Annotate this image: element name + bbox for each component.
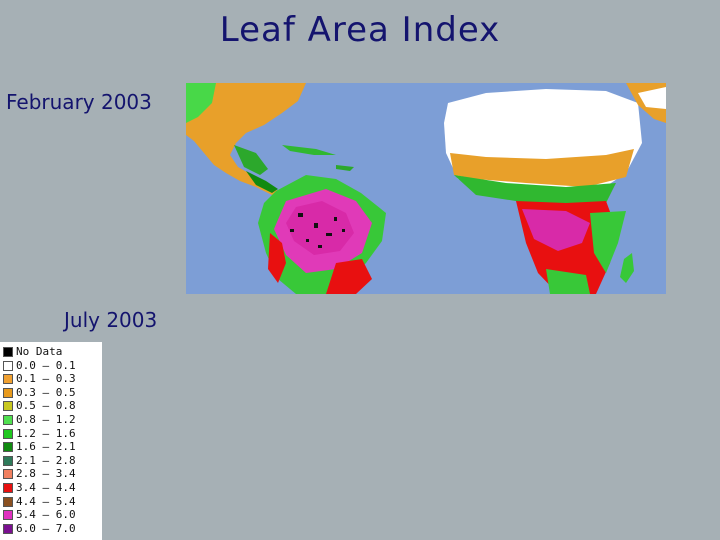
legend-item: No Data xyxy=(3,346,62,358)
legend-item: 0.1 – 0.3 xyxy=(3,373,76,385)
legend-label: 2.1 – 2.8 xyxy=(16,453,76,467)
legend-swatch xyxy=(3,374,13,385)
legend-swatch xyxy=(3,428,13,439)
legend-swatch xyxy=(3,469,13,480)
legend-label: 5.4 – 6.0 xyxy=(16,508,76,522)
legend-label: 1.2 – 1.6 xyxy=(16,426,76,440)
legend-label: 0.5 – 0.8 xyxy=(16,399,76,413)
legend-item: 2.8 – 3.4 xyxy=(3,468,76,480)
legend-swatch xyxy=(3,496,13,507)
legend-label: 3.4 – 4.4 xyxy=(16,481,76,494)
legend-item: 1.6 – 2.1 xyxy=(3,441,76,453)
legend-swatch xyxy=(3,442,13,453)
lai-legend: No Data 0.0 – 0.1 0.1 – 0.3 0.3 – 0.5 0.5 – … xyxy=(0,342,102,540)
lai-map-image xyxy=(186,83,666,294)
legend-swatch xyxy=(3,347,13,357)
legend-label: 1.6 – 2.1 xyxy=(16,440,76,454)
legend-swatch xyxy=(3,483,13,493)
legend-label: 2.8 – 3.4 xyxy=(16,467,76,481)
legend-label: 0.3 – 0.5 xyxy=(16,385,76,399)
legend-item: 0.3 – 0.5 xyxy=(3,385,76,399)
july-2003-label: July 2003 xyxy=(64,308,158,332)
legend-item: 0.5 – 0.8 xyxy=(3,400,76,412)
leaf-area-index-map-february xyxy=(186,83,666,294)
legend-item: 1.2 – 1.6 xyxy=(3,426,76,440)
legend-swatch xyxy=(3,401,13,412)
slide-title: Leaf Area Index xyxy=(219,10,501,50)
legend-swatch xyxy=(3,455,13,466)
legend-item: 2.1 – 2.8 xyxy=(3,453,76,467)
legend-item: 5.4 – 6.0 xyxy=(3,509,76,521)
legend-label: 0.0 – 0.1 xyxy=(16,358,76,372)
legend-label: 6.0 – 7.0 xyxy=(16,521,76,535)
legend-swatch xyxy=(3,415,13,425)
legend-label: No Data xyxy=(16,345,63,358)
legend-label: 0.1 – 0.3 xyxy=(16,372,76,386)
legend-swatch xyxy=(3,510,13,521)
legend-item: 0.8 – 1.2 xyxy=(3,414,76,426)
legend-item: 6.0 – 7.0 xyxy=(3,521,76,535)
legend-swatch xyxy=(3,523,13,534)
legend-swatch xyxy=(3,360,13,371)
legend-item: 4.4 – 5.4 xyxy=(3,494,76,508)
legend-label: 4.4 – 5.4 xyxy=(16,494,76,508)
legend-swatch xyxy=(3,387,13,398)
february-2003-label: February 2003 xyxy=(6,90,152,114)
legend-item: 3.4 – 4.4 xyxy=(3,482,76,494)
legend-label: 0.8 – 1.2 xyxy=(16,413,76,426)
legend-item: 0.0 – 0.1 xyxy=(3,358,76,372)
